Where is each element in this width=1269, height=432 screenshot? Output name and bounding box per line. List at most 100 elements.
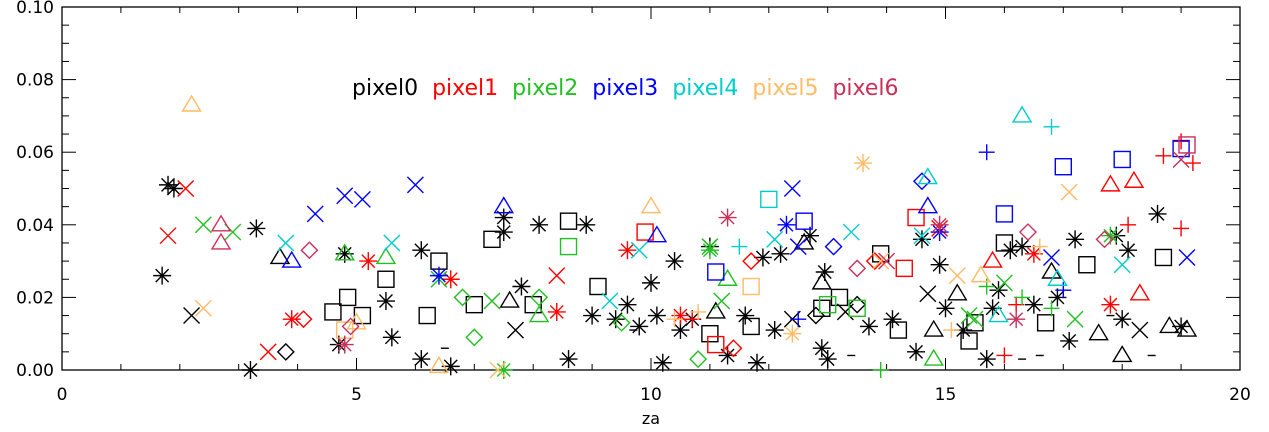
marker-asterisk [930, 255, 949, 274]
marker-square [1178, 136, 1196, 154]
marker-plus [1173, 220, 1190, 237]
marker-asterisk [1066, 230, 1085, 249]
marker-square [1078, 256, 1096, 274]
marker-asterisk [1001, 241, 1020, 260]
marker-x-cross [948, 267, 966, 285]
marker-asterisk [818, 350, 837, 369]
marker-x-cross [842, 223, 860, 241]
marker-x-cross [1178, 248, 1196, 266]
marker-triangle [210, 214, 232, 232]
marker-plus [943, 322, 960, 339]
marker-asterisk [854, 154, 873, 173]
marker-square [559, 237, 578, 256]
marker-asterisk [512, 277, 531, 296]
marker-plus [1043, 300, 1060, 317]
y-tick-label: 0.00 [16, 361, 54, 381]
x-tick-label: 5 [351, 385, 362, 405]
marker-square [701, 325, 719, 343]
marker-triangle [1123, 170, 1145, 188]
marker-asterisk [812, 339, 831, 358]
marker-square [1036, 314, 1055, 332]
y-tick-label: 0.10 [16, 0, 54, 18]
marker-x-cross [353, 190, 371, 208]
marker-x-cross [713, 292, 731, 310]
marker-asterisk [700, 241, 719, 260]
marker-diamond [848, 259, 867, 278]
marker-square [707, 263, 725, 281]
marker-asterisk [815, 262, 834, 281]
marker-triangle [947, 283, 968, 301]
marker-plus [978, 144, 995, 161]
marker-asterisk [618, 241, 637, 260]
marker-plus [1043, 118, 1060, 135]
marker-asterisk [429, 266, 448, 285]
marker-triangle [640, 196, 662, 214]
marker-diamond [276, 342, 295, 361]
marker-triangle [923, 319, 944, 337]
marker-triangle [917, 196, 939, 214]
marker-plus [666, 311, 683, 328]
marker-asterisk [530, 215, 549, 234]
marker-square [338, 288, 357, 307]
marker-x-cross [194, 216, 212, 234]
marker-asterisk [783, 324, 802, 343]
y-tick-label: 0.06 [16, 143, 54, 163]
marker-asterisk [983, 299, 1002, 318]
marker-plus [1014, 289, 1031, 306]
marker-x-cross [194, 299, 212, 317]
marker-asterisk [577, 215, 596, 234]
marker-x-cross [1131, 321, 1149, 339]
marker-square [524, 295, 542, 314]
marker-square [813, 299, 831, 317]
legend-entries: pixel0 pixel1 pixel2 pixel3 pixel4 pixel5 pixe… [352, 76, 899, 101]
marker-asterisk [765, 321, 784, 340]
marker-triangle [1100, 174, 1121, 192]
marker-x-cross [177, 180, 195, 197]
marker-triangle [923, 348, 944, 366]
marker-asterisk [1013, 237, 1032, 256]
marker-plus [1155, 147, 1172, 164]
marker-plus [690, 303, 707, 320]
marker-x-cross [159, 227, 177, 245]
y-tick-label: 0.04 [16, 216, 54, 236]
marker-square [895, 259, 913, 278]
marker-square [760, 190, 778, 209]
marker-x-cross [630, 241, 648, 259]
marker-diamond [341, 317, 360, 336]
marker-x-cross [336, 187, 354, 205]
marker-triangle [1047, 268, 1068, 286]
marker-square [960, 332, 978, 350]
marker-triangle [1111, 345, 1133, 363]
marker-x-cross [1060, 183, 1078, 201]
marker-x-cross [783, 180, 801, 197]
marker-square [795, 212, 813, 230]
legend-entry-pixel6: pixel6 [832, 76, 898, 101]
marker-triangle [1176, 319, 1198, 337]
x-tick-label: 10 [640, 385, 662, 405]
x-tick-label: 0 [57, 385, 68, 405]
marker-x-cross [1066, 310, 1084, 328]
marker-asterisk [647, 306, 666, 325]
marker-triangle [346, 312, 367, 330]
x-tick-label: 15 [935, 385, 957, 405]
marker-x-cross [183, 307, 201, 325]
marker-asterisk [954, 321, 973, 340]
marker-asterisk [618, 295, 637, 314]
marker-square [907, 208, 925, 227]
marker-triangle [375, 247, 397, 265]
marker-square [465, 295, 483, 314]
marker-square [889, 321, 908, 339]
marker-triangle [334, 243, 355, 261]
marker-square [848, 299, 866, 317]
marker-triangle [1088, 323, 1109, 341]
marker-x-cross [1043, 248, 1061, 266]
marker-plus [731, 238, 748, 255]
marker-plus [1031, 238, 1048, 255]
marker-plus [978, 278, 995, 295]
marker-asterisk [164, 179, 183, 198]
marker-diamond [912, 172, 931, 191]
marker-x-cross [548, 267, 566, 285]
marker-asterisk [748, 353, 767, 372]
marker-x-cross [601, 292, 619, 310]
marker-triangle [705, 301, 727, 319]
